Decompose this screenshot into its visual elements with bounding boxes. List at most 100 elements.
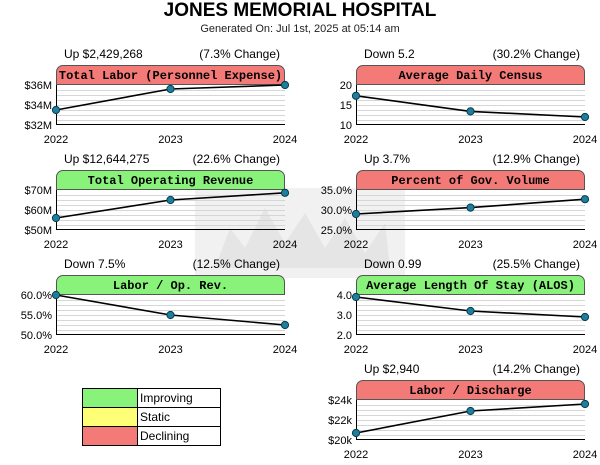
labor-op-rev-change-summary: Down 7.5% [64,257,126,271]
legend-label-declining: Declining [140,429,190,443]
labor-op-rev-data-point [166,310,175,320]
total-operating-revenue-x-tick-label: 2024 [273,239,297,251]
labor-op-rev-x-tick-label: 2024 [273,344,297,356]
report-title: JONES MEMORIAL HOSPITAL [163,0,437,21]
average-length-of-stay-alos-x-tick-label: 2023 [458,344,482,356]
total-operating-revenue-change-pct: (22.6% Change) [192,152,280,166]
legend-item-improving: Improving [83,389,220,408]
total-operating-revenue-change-summary: Up $12,644,275 [64,152,150,166]
percent-of-gov-volume-y-tick-label: 30.0% [321,205,352,217]
total-labor-personnel-expense-y-tick-label: $36M [24,80,52,92]
average-daily-census-data-point [466,107,475,116]
percent-of-gov-volume-change-pct: (12.9% Change) [492,152,580,166]
total-labor-personnel-expense-x-tick-label: 2022 [44,134,68,146]
labor-discharge-y-tick-label: $20k [328,435,352,447]
total-labor-personnel-expense-x-tick-label: 2024 [273,134,297,146]
percent-of-gov-volume-data-point [351,209,361,219]
total-labor-personnel-expense-data-point [51,105,61,115]
average-length-of-stay-alos-y-tick-label: 2.0 [337,330,352,342]
average-daily-census-data-point [351,91,361,100]
total-labor-personnel-expense-y-tick-label: $34M [24,100,52,112]
legend-swatch-improving [83,389,138,407]
labor-op-rev-y-tick-label: 60.0% [21,290,52,302]
total-operating-revenue-y-tick-label: $50M [24,225,52,237]
total-labor-personnel-expense-y-tick-label: $32M [24,120,52,132]
labor-discharge-y-tick-label: $24k [328,395,352,407]
legend-item-declining: Declining [83,427,220,445]
total-labor-personnel-expense-x-tick-label: 2023 [158,134,182,146]
total-labor-personnel-expense-title: Total Labor (Personnel Expense) [56,65,285,85]
average-length-of-stay-alos-data-point [351,292,361,302]
labor-op-rev-change-pct: (12.5% Change) [192,257,280,271]
watermark-graphic [195,188,405,278]
average-length-of-stay-alos-data-point [580,312,590,322]
legend-label-static: Static [140,410,171,424]
average-daily-census-y-tick-label: 15 [340,100,352,112]
total-labor-personnel-expense-chart: $36M $34M $32M 2022 2023 2024 [24,80,297,146]
total-labor-personnel-expense-data-point [280,80,290,90]
legend-item-static: Static [83,408,220,427]
average-length-of-stay-alos-change-pct: (25.5% Change) [492,257,580,271]
total-operating-revenue-data-point [51,213,61,223]
labor-op-rev-data-point [51,290,61,300]
average-daily-census-x-tick-label: 2023 [458,134,482,146]
percent-of-gov-volume-data-point [580,195,590,204]
percent-of-gov-volume-title: Percent of Gov. Volume [356,170,585,190]
average-daily-census-data-point [580,112,590,122]
labor-discharge-change-summary: Up $2,940 [364,362,420,376]
labor-op-rev-title: Labor / Op. Rev. [56,275,285,295]
labor-op-rev-data-point [280,320,290,330]
labor-op-rev-chart: 60.0% 55.0% 50.0% 2022 2023 2024 [21,290,297,356]
labor-discharge-data-point [466,406,475,416]
labor-discharge-data-point [351,428,361,438]
labor-discharge-title: Labor / Discharge [356,380,585,400]
labor-discharge-chart: $24k $22k $20k 2022 2023 2024 [328,395,597,461]
total-operating-revenue-y-tick-label: $60M [24,205,52,217]
total-operating-revenue-y-tick-label: $70M [24,185,52,197]
total-operating-revenue-data-point [280,188,290,197]
labor-op-rev-x-tick-label: 2023 [158,344,182,356]
average-daily-census-x-tick-label: 2024 [573,134,597,146]
average-length-of-stay-alos-chart: 4.0 3.0 2.0 2022 2023 2024 [337,290,598,356]
average-daily-census-change-summary: Down 5.2 [364,47,415,61]
average-length-of-stay-alos-data-point [466,306,475,316]
legend-label-improving: Improving [140,391,193,405]
total-labor-personnel-expense-change-summary: Up $2,429,268 [64,47,143,61]
average-daily-census-change-pct: (30.2% Change) [492,47,580,61]
average-daily-census-y-tick-label: 10 [340,120,352,132]
average-length-of-stay-alos-x-tick-label: 2022 [344,344,368,356]
labor-discharge-x-tick-label: 2022 [344,449,368,461]
report-subtitle: Generated On: Jul 1st, 2025 at 05:14 am [200,23,400,35]
labor-discharge-x-tick-label: 2023 [458,449,482,461]
percent-of-gov-volume-x-tick-label: 2022 [344,239,368,251]
labor-op-rev-x-tick-label: 2022 [44,344,68,356]
average-length-of-stay-alos-y-tick-label: 3.0 [337,310,352,322]
total-operating-revenue-data-point [166,195,175,205]
average-length-of-stay-alos-x-tick-label: 2024 [573,344,597,356]
labor-op-rev-y-tick-label: 55.0% [21,310,52,322]
labor-op-rev-y-tick-label: 50.0% [21,330,52,342]
percent-of-gov-volume-x-tick-label: 2024 [573,239,597,251]
total-operating-revenue-x-tick-label: 2023 [158,239,182,251]
percent-of-gov-volume-data-point [466,203,475,212]
total-labor-personnel-expense-change-pct: (7.3% Change) [199,47,280,61]
average-length-of-stay-alos-y-tick-label: 4.0 [337,290,352,302]
percent-of-gov-volume-y-tick-label: 35.0% [321,185,352,197]
labor-discharge-change-pct: (14.2% Change) [492,362,580,376]
average-length-of-stay-alos-title: Average Length Of Stay (ALOS) [356,275,585,295]
percent-of-gov-volume-change-summary: Up 3.7% [364,152,411,166]
labor-discharge-x-tick-label: 2024 [573,449,597,461]
labor-discharge-y-tick-label: $22k [328,415,352,427]
total-operating-revenue-title: Total Operating Revenue [56,170,285,190]
average-daily-census-title: Average Daily Census [356,65,585,85]
total-operating-revenue-chart: $70M $60M $50M 2022 2023 2024 [24,185,297,251]
average-daily-census-chart: 20 15 10 2022 2023 2024 [340,80,597,146]
labor-discharge-data-point [580,399,590,409]
total-labor-personnel-expense-data-point [166,84,175,94]
legend: Improving Static Declining [82,388,221,446]
total-operating-revenue-x-tick-label: 2022 [44,239,68,251]
percent-of-gov-volume-x-tick-label: 2023 [458,239,482,251]
percent-of-gov-volume-y-tick-label: 25.0% [321,225,352,237]
average-daily-census-y-tick-label: 20 [340,80,352,92]
legend-swatch-declining [83,427,138,445]
